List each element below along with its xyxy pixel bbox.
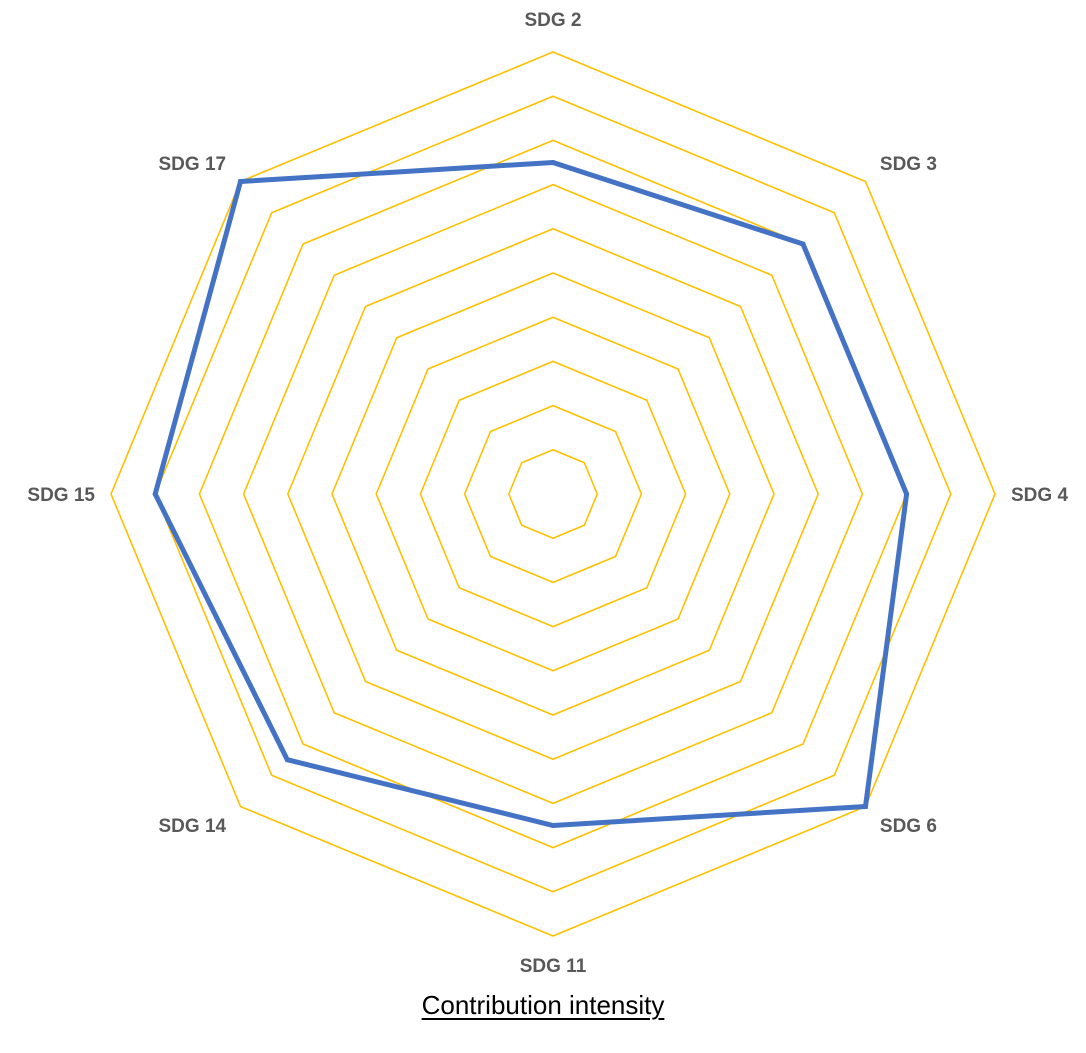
axis-label-sdg-2: SDG 2 bbox=[524, 10, 581, 31]
grid-ring-10 bbox=[110, 51, 996, 937]
grid-ring-5 bbox=[331, 272, 775, 716]
axis-label-sdg-14: SDG 14 bbox=[159, 816, 227, 837]
grid-ring-8 bbox=[198, 139, 908, 849]
data-point-sdg-4 bbox=[904, 491, 910, 497]
axis-labels: SDG 2 SDG 3 SDG 4 SDG 6 SDG 11 SDG 14 SDG 15 SD… bbox=[27, 10, 1068, 977]
axis-label-sdg-6: SDG 6 bbox=[880, 816, 937, 837]
grid-ring-9 bbox=[154, 95, 952, 893]
axis-label-sdg-11: SDG 11 bbox=[520, 956, 587, 977]
chart-caption: Contribution intensity bbox=[421, 990, 665, 1020]
grid-ring-1 bbox=[507, 448, 599, 540]
data-point-sdg-11 bbox=[550, 823, 556, 828]
radar-grid bbox=[110, 51, 996, 937]
grid-ring-7 bbox=[242, 183, 864, 805]
radar-series bbox=[152, 159, 910, 829]
series-line-0 bbox=[152, 159, 910, 829]
data-point-sdg-15 bbox=[152, 491, 158, 497]
grid-ring-2 bbox=[463, 404, 643, 584]
axis-label-sdg-3: SDG 3 bbox=[880, 154, 937, 175]
grid-ring-3 bbox=[419, 360, 687, 628]
data-point-sdg-17 bbox=[238, 179, 243, 184]
axis-label-sdg-15: SDG 15 bbox=[27, 485, 95, 506]
axis-label-sdg-4: SDG 4 bbox=[1011, 485, 1068, 506]
data-point-sdg-14 bbox=[284, 757, 290, 763]
grid-ring-4 bbox=[375, 316, 731, 672]
axis-label-sdg-17: SDG 17 bbox=[159, 154, 227, 175]
data-point-sdg-6 bbox=[863, 804, 868, 809]
data-point-sdg-2 bbox=[550, 160, 556, 165]
data-point-sdg-3 bbox=[800, 241, 806, 247]
grid-ring-6 bbox=[286, 227, 820, 761]
